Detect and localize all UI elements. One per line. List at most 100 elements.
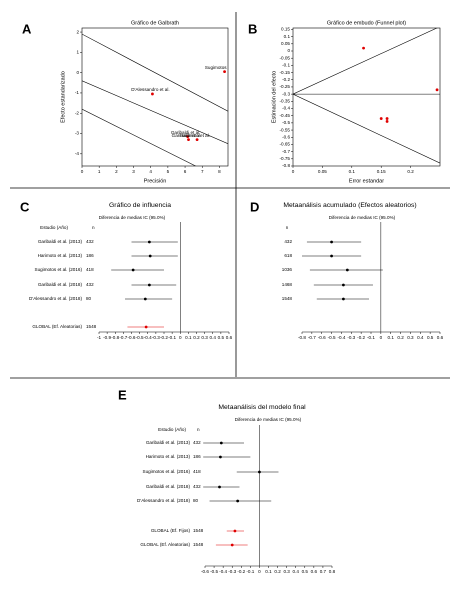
x-tick-label: 4 — [149, 169, 152, 174]
point — [223, 70, 226, 74]
estimate — [219, 455, 222, 459]
row-label: D'Alessandro et al. (2018) — [29, 296, 82, 301]
x-tick-label: 0.2 — [407, 169, 414, 174]
chart-title: Metaanálisis del modelo final — [218, 404, 306, 411]
estimate — [218, 485, 221, 489]
y-tick-label: -3 — [75, 131, 80, 136]
x-tick-label: 7 — [201, 169, 204, 174]
row-n: 618 — [284, 253, 292, 258]
x-tick-label: 1 — [98, 169, 101, 174]
row-label: GLOBAL (Ef. Aleatorias) — [32, 324, 82, 329]
row-label: Garibaldi et al. (2018) — [38, 282, 83, 287]
x-tick-label: -0.5 — [328, 335, 336, 340]
row-label: GLOBAL (Ef. Aleatorias) — [140, 542, 190, 547]
x-tick-label: 0.5 — [218, 335, 225, 340]
point — [187, 138, 190, 142]
x-tick-label: 6 — [184, 169, 187, 174]
y-tick-label: -0.75 — [280, 156, 291, 161]
x-tick-label: 0.6 — [437, 335, 444, 340]
row-label: Garibaldi et al. (2018) — [146, 484, 191, 489]
x-tick-label: 0 — [380, 335, 383, 340]
reference-line — [82, 33, 228, 112]
row-n: 186 — [193, 454, 201, 459]
point-label: Garibaldi et al. — [171, 130, 201, 135]
row-n: 186 — [86, 253, 94, 258]
y-tick-label: -0.7 — [282, 149, 290, 154]
estimate — [345, 268, 349, 272]
chart-title: Gráfico de embudo (Funnel plot) — [327, 20, 406, 26]
estimate — [233, 529, 237, 533]
x-tick-label: 0.1 — [185, 335, 192, 340]
x-tick-label: 0.8 — [329, 569, 336, 574]
y-tick-label: -4 — [75, 151, 80, 156]
estimate — [144, 325, 148, 329]
y-tick-label: -0.3 — [282, 91, 290, 96]
x-tick-label: -0.8 — [111, 335, 119, 340]
column-header: n — [197, 427, 200, 432]
row-label: Harimoto et al. (2013) — [38, 253, 83, 258]
x-tick-label: 0.1 — [349, 169, 356, 174]
x-tick-label: 0.1 — [265, 569, 272, 574]
estimate — [236, 499, 240, 503]
point — [379, 117, 383, 120]
x-tick-label: 0 — [292, 169, 295, 174]
panel-letter: D — [250, 199, 259, 214]
x-tick-label: -0.2 — [357, 335, 365, 340]
x-tick-label: -0.6 — [128, 335, 136, 340]
estimate — [131, 268, 135, 272]
estimate — [147, 283, 151, 287]
x-tick-label: 0.2 — [193, 335, 200, 340]
y-tick-label: -0.4 — [282, 106, 290, 111]
lines — [82, 33, 228, 166]
plot-frame — [292, 27, 441, 167]
x-tick-label: 0.05 — [318, 169, 327, 174]
row-label: Sugimotos et al. (2016) — [143, 469, 191, 474]
y-tick-label: 2 — [76, 29, 79, 34]
x-tick-label: -0.5 — [210, 569, 218, 574]
x-tick-label: 0.7 — [320, 569, 327, 574]
row-n: 418 — [86, 267, 94, 272]
row-n: 1468 — [282, 282, 293, 287]
x-tick-label: -0.1 — [367, 335, 375, 340]
y-tick-label: -0.5 — [282, 120, 290, 125]
y-tick-label: -0.65 — [280, 142, 291, 147]
x-tick-label: 2 — [115, 169, 118, 174]
column-header: n — [286, 225, 289, 230]
x-tick-label: 0.3 — [283, 569, 290, 574]
row-n: 1548 — [86, 324, 97, 329]
y-tick-label: 0.1 — [284, 34, 291, 39]
x-tick-label: 0.2 — [274, 569, 281, 574]
x-tick-label: 0.4 — [293, 569, 300, 574]
point — [195, 138, 199, 142]
x-tick-label: -0.4 — [219, 569, 227, 574]
chart-title: Gráfico de influencia — [109, 202, 171, 209]
row-label: GLOBAL (Ef. Fijos) — [151, 528, 191, 533]
row-n: 80 — [193, 498, 199, 503]
x-tick-label: -0.7 — [308, 335, 316, 340]
x-tick-label: -0.7 — [119, 335, 127, 340]
header: Diferencia de medias IC (95.0%) — [235, 417, 302, 422]
y-tick-label: -0.6 — [282, 134, 290, 139]
x-tick-label: 0.5 — [302, 569, 309, 574]
x-tick-label: 0.3 — [407, 335, 414, 340]
point — [435, 88, 439, 92]
point-label: Garibaldi et al. — [172, 133, 202, 138]
estimate — [143, 297, 147, 301]
column-header: Estudio (Año) — [40, 225, 68, 230]
row-label: D'Alessandro et al. (2018) — [137, 498, 190, 503]
y-tick-label: -1 — [75, 90, 80, 95]
x-tick-label: -0.8 — [298, 335, 306, 340]
x-tick-label: 0 — [81, 169, 84, 174]
point — [362, 46, 365, 50]
y-tick-label: -0.2 — [282, 77, 290, 82]
estimate — [342, 283, 345, 287]
x-tick-label: 0.1 — [388, 335, 395, 340]
point-label: D'Alessandro et al. — [131, 87, 169, 92]
y-tick-label: 1 — [76, 50, 79, 55]
panel-letter: C — [20, 199, 30, 214]
x-tick-label: -0.6 — [318, 335, 326, 340]
panel-letter: B — [248, 21, 257, 36]
y-tick-label: 0 — [287, 48, 290, 53]
reference-line — [293, 28, 438, 95]
reference-line — [82, 108, 197, 166]
